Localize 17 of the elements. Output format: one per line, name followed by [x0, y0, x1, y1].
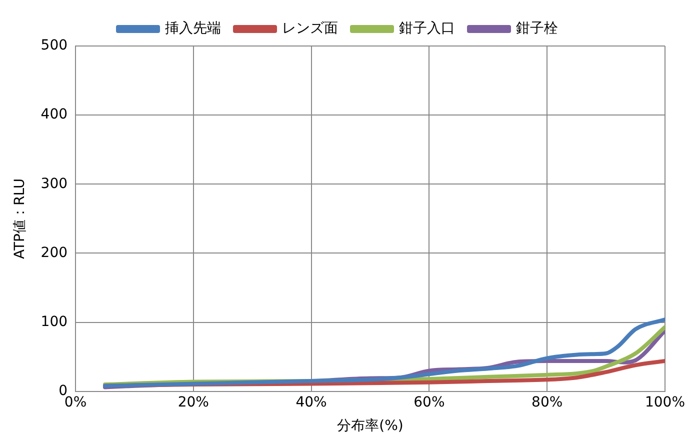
y-tick-label: 100 [40, 314, 68, 330]
x-tick-label: 20% [178, 394, 209, 410]
x-tick-label: 40% [296, 394, 327, 410]
legend-label: 鉗子入口 [399, 20, 455, 37]
x-tick-label: 80% [532, 394, 563, 410]
legend-label: 挿入先端 [165, 20, 221, 37]
x-tick-label: 60% [414, 394, 445, 410]
y-tick-label: 500 [40, 38, 68, 54]
y-tick-label: 300 [40, 176, 68, 192]
y-tick-label: 400 [40, 106, 68, 123]
x-tick-label: 0% [64, 394, 87, 410]
y-axis-title: ATP値：RLU [12, 178, 28, 259]
legend-label: レンズ面 [282, 20, 338, 37]
legend-label: 鉗子栓 [516, 20, 558, 37]
x-tick-label: 100% [644, 394, 686, 410]
y-tick-label: 200 [40, 244, 68, 261]
x-axis-title: 分布率(%) [337, 418, 404, 434]
